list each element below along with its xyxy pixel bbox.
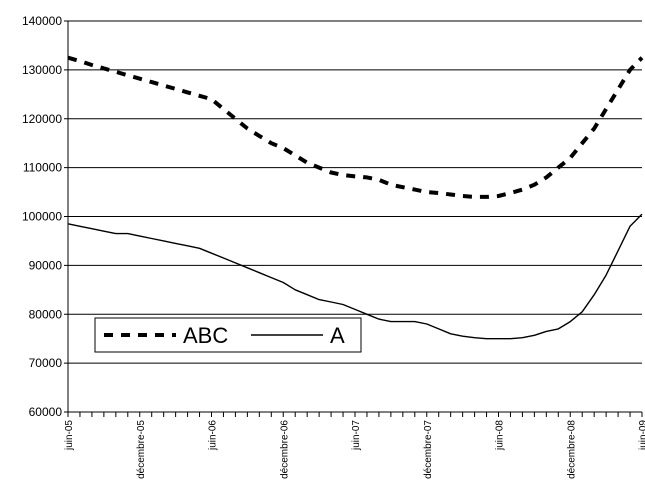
x-tick-label: décembre-07 [423,420,434,479]
y-tick-label: 80000 [29,307,63,321]
x-tick-label: juin-08 [495,420,506,451]
x-axis-ticks: juin-05 décembre-05 juin-06 décembre-06 juin… [64,412,645,479]
y-tick-label: 140000 [22,14,62,28]
x-tick-label: juin-09 [638,420,645,451]
y-tick-label: 60000 [29,405,63,419]
gridlines [68,20,642,364]
y-tick-label: 100000 [22,210,62,224]
y-tick-label: 90000 [29,258,63,272]
y-axis-ticks: 60000 70000 80000 90000 100000 110000 120000 13… [22,14,68,419]
x-tick-label: juin-05 [64,420,75,451]
y-tick-label: 110000 [23,161,62,175]
x-tick-label: décembre-08 [566,420,577,479]
series-line-abc [67,55,644,199]
x-tick-label: décembre-06 [279,420,290,479]
y-tick-label: 130000 [22,63,62,77]
y-tick-label: 120000 [22,112,62,126]
x-tick-label: décembre-05 [136,420,147,479]
x-tick-label: juin-06 [208,420,219,451]
y-tick-label: 70000 [29,356,63,370]
legend-label-a: A [330,323,345,348]
legend-label-abc: ABC [183,323,228,348]
x-tick-label: juin-07 [351,420,362,451]
legend: ABC A [94,317,362,353]
series-line-a [67,213,643,340]
series-lines [67,55,644,340]
